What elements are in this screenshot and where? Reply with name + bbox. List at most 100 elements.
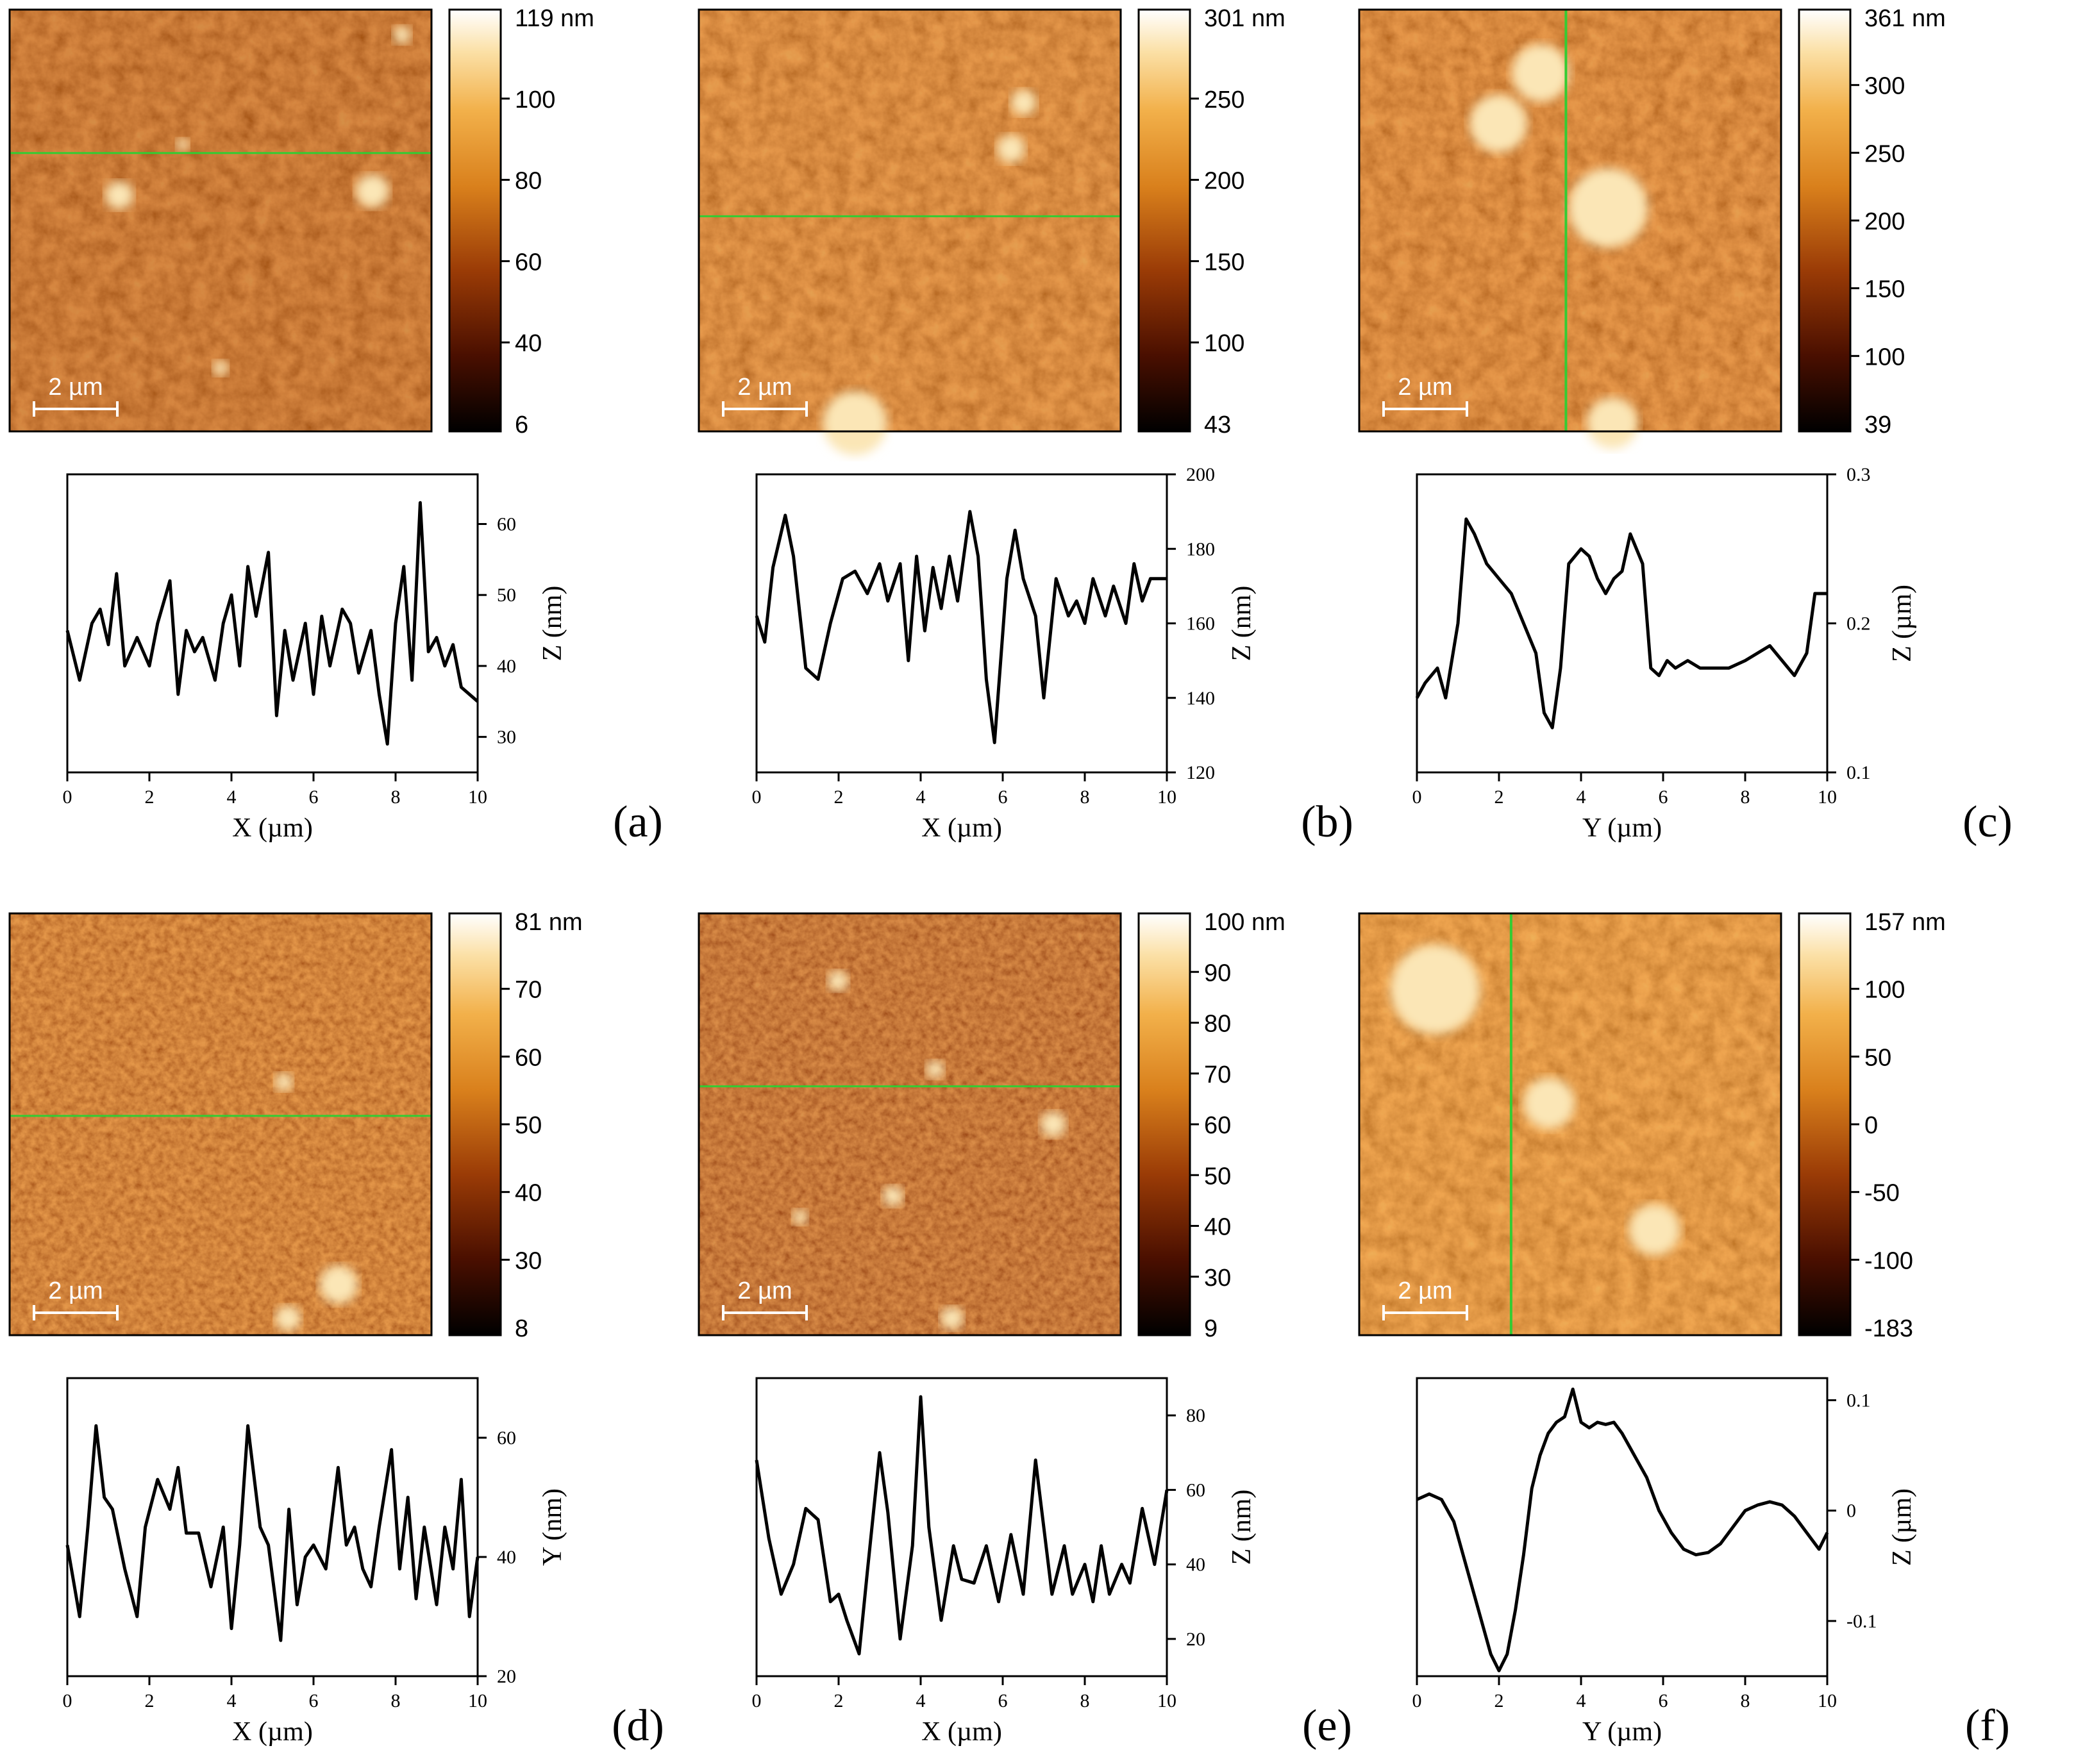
profile-plot: 0 2 4 6 8 10 -0.1 0 0.1 Y (µm) Z (µm) bbox=[1412, 1377, 1917, 1747]
y-tick-label: 0 bbox=[1846, 1501, 1856, 1522]
colorbar-tick-label: 150 bbox=[1864, 276, 1905, 303]
x-axis-label: X (µm) bbox=[921, 1717, 1002, 1747]
afm-particle bbox=[996, 135, 1025, 163]
afm-particle bbox=[355, 174, 389, 208]
y-tick-label: 40 bbox=[1186, 1554, 1205, 1576]
afm-particle bbox=[1586, 397, 1638, 449]
plot-frame bbox=[755, 1377, 1168, 1677]
colorbar-tick-label: 70 bbox=[515, 977, 542, 1004]
colorbar-tick-label: -183 bbox=[1864, 1315, 1913, 1342]
x-tick-label: 6 bbox=[1659, 1690, 1668, 1711]
x-tick-label: 4 bbox=[916, 1690, 926, 1711]
colorbar: 157 nm 100 50 0 -50 -100 -183 bbox=[1798, 909, 1946, 1342]
y-tick-label: 40 bbox=[497, 656, 516, 677]
x-axis-label: Y (µm) bbox=[1582, 1717, 1662, 1747]
colorbar-tick-label: 0 bbox=[1864, 1112, 1878, 1139]
scale-bar-label: 2 µm bbox=[48, 1277, 103, 1304]
y-tick-label: -0.1 bbox=[1846, 1611, 1877, 1632]
afm-particle bbox=[274, 1073, 293, 1092]
afm-particle bbox=[275, 1305, 301, 1331]
panel-b: 2 µm 301 nm 250 200 150 100 43 0 2 4 6 8 10 120 140 160… bbox=[698, 5, 1353, 847]
afm-image: 2 µm bbox=[698, 8, 1122, 455]
x-tick-label: 2 bbox=[145, 1690, 155, 1711]
panel-label: (c) bbox=[1963, 797, 2013, 847]
x-tick-label: 6 bbox=[998, 1690, 1008, 1711]
colorbar-gradient bbox=[1798, 912, 1852, 1336]
profile-line bbox=[65, 1424, 480, 1642]
profile-plot: 0 2 4 6 8 10 0.1 0.2 0.3 Y (µm) Z (µm) bbox=[1412, 464, 1918, 843]
y-tick-label: 0.1 bbox=[1846, 1390, 1871, 1411]
y-axis-label: Z (nm) bbox=[538, 586, 567, 662]
y-axis-label: Z (µm) bbox=[1888, 585, 1917, 662]
x-tick-label: 8 bbox=[391, 786, 401, 808]
colorbar-tick-label: 40 bbox=[515, 1180, 542, 1207]
profile-line bbox=[755, 510, 1167, 744]
panel-label: (e) bbox=[1302, 1701, 1352, 1751]
scale-bar-label: 2 µm bbox=[737, 1277, 792, 1304]
colorbar-tick-label: 100 bbox=[1204, 330, 1244, 357]
scale-bar-label: 2 µm bbox=[48, 374, 103, 401]
profile-plot: 0 2 4 6 8 10 30 40 50 60 X (µm) Z (nm) bbox=[63, 473, 567, 843]
profile-line bbox=[1416, 1387, 1829, 1672]
colorbar-gradient bbox=[1137, 912, 1191, 1336]
x-tick-label: 10 bbox=[468, 786, 487, 808]
colorbar-tick-label: 250 bbox=[1864, 140, 1905, 167]
profile-line bbox=[1415, 517, 1827, 729]
profile-plot: 0 2 4 6 8 10 120 140 160 180 200 X (µm) Z (nm) bbox=[752, 464, 1257, 843]
afm-texture bbox=[1359, 10, 1781, 431]
plot-frame bbox=[1416, 473, 1829, 774]
y-tick-label: 0.2 bbox=[1846, 613, 1871, 635]
afm-frame bbox=[8, 8, 433, 433]
plot-frame bbox=[755, 473, 1168, 774]
x-axis-label: Y (µm) bbox=[1582, 813, 1662, 843]
panel-label: (a) bbox=[613, 797, 663, 847]
colorbar-gradient bbox=[448, 8, 502, 433]
colorbar: 119 nm 100 80 60 40 6 bbox=[448, 5, 594, 438]
x-tick-label: 4 bbox=[1577, 786, 1586, 808]
x-tick-label: 2 bbox=[834, 1690, 844, 1711]
colorbar-tick-label: 40 bbox=[515, 330, 542, 357]
afm-frame bbox=[698, 8, 1122, 433]
y-tick-label: 120 bbox=[1186, 762, 1215, 783]
x-tick-label: 8 bbox=[1741, 786, 1750, 808]
y-tick-label: 40 bbox=[497, 1547, 516, 1568]
afm-particle bbox=[1390, 944, 1480, 1035]
x-tick-label: 2 bbox=[834, 786, 844, 808]
x-tick-label: 2 bbox=[1494, 1690, 1504, 1711]
afm-particle bbox=[823, 390, 887, 455]
afm-particle bbox=[213, 360, 228, 376]
x-tick-label: 0 bbox=[1412, 786, 1422, 808]
afm-particle bbox=[319, 1265, 358, 1304]
y-tick-label: 20 bbox=[1186, 1629, 1205, 1650]
colorbar-tick-label: 60 bbox=[515, 1044, 542, 1071]
colorbar-tick-label: 100 nm bbox=[1204, 909, 1285, 936]
afm-image: 2 µm bbox=[698, 912, 1122, 1336]
profile-line bbox=[65, 501, 479, 746]
afm-frame bbox=[1358, 912, 1782, 1336]
colorbar-tick-label: 50 bbox=[1204, 1163, 1231, 1190]
colorbar-tick-label: 119 nm bbox=[515, 5, 594, 32]
colorbar-tick-label: 300 bbox=[1864, 73, 1905, 100]
colorbar-tick-label: 80 bbox=[515, 168, 542, 195]
colorbar: 301 nm 250 200 150 100 43 bbox=[1137, 5, 1285, 438]
y-tick-label: 180 bbox=[1186, 538, 1215, 560]
afm-particle bbox=[176, 138, 189, 151]
colorbar-tick-label: 50 bbox=[515, 1112, 542, 1139]
afm-particle bbox=[1511, 44, 1570, 102]
y-axis-label: Z (nm) bbox=[1227, 586, 1257, 662]
afm-frame bbox=[1358, 8, 1782, 433]
x-tick-label: 4 bbox=[916, 786, 926, 808]
colorbar-tick-label: 60 bbox=[1204, 1112, 1231, 1139]
afm-texture bbox=[699, 10, 1121, 431]
afm-image: 2 µm bbox=[8, 8, 433, 433]
colorbar-tick-label: 40 bbox=[1204, 1214, 1231, 1241]
scale-bar-label: 2 µm bbox=[1398, 374, 1452, 401]
panel-label: (f) bbox=[1965, 1701, 2010, 1751]
afm-particle bbox=[940, 1306, 964, 1330]
colorbar-tick-label: 100 bbox=[1864, 344, 1905, 370]
y-axis-label: Z (µm) bbox=[1888, 1488, 1917, 1566]
plot-frame bbox=[66, 1377, 479, 1677]
y-tick-label: 30 bbox=[497, 727, 516, 748]
